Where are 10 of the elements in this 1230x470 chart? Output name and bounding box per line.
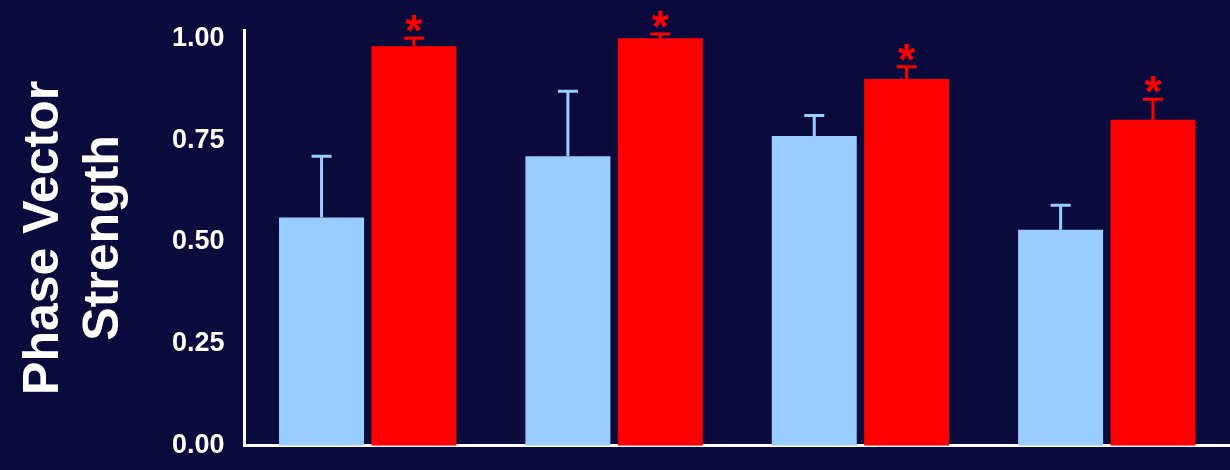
y-tick-label: 0.75 xyxy=(171,123,225,154)
y-axis-title: Phase Vector Strength xyxy=(12,80,129,395)
y-tick-label: 0.00 xyxy=(171,429,225,460)
y-tick-label: 0.25 xyxy=(171,327,225,358)
y-tick-label: 1.00 xyxy=(171,21,225,52)
data-label: * xyxy=(651,2,670,52)
data-label: * xyxy=(405,6,424,56)
y-tick-label: 0.50 xyxy=(171,225,225,256)
data-label: * xyxy=(898,34,917,84)
data-label: * xyxy=(1144,67,1163,117)
